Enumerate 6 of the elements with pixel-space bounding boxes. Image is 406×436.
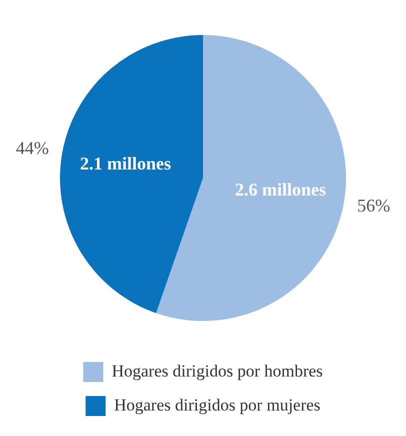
data-label: 2.1 millones [80,154,171,174]
text: 44% [16,138,49,158]
data-label: 2.6 millones [235,180,326,200]
text: 56% [357,196,390,216]
legend-label: Hogares dirigidos por mujeres [114,395,320,414]
legend-label: Hogares dirigidos por hombres [112,361,323,380]
